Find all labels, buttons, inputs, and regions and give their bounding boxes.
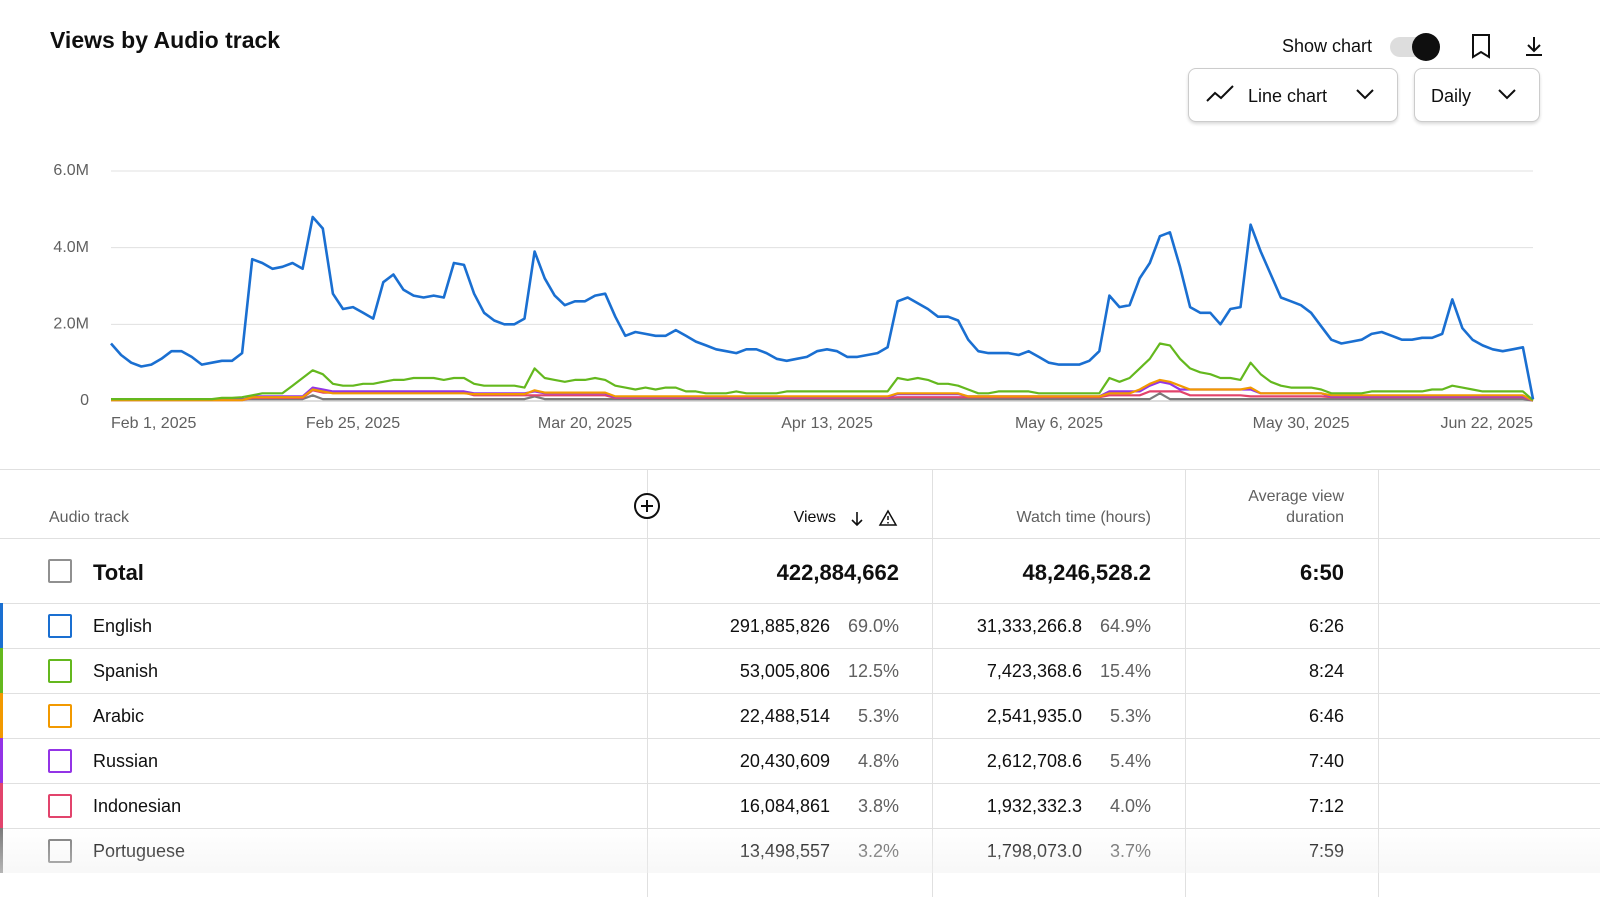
row-color-bar [0,738,3,783]
row-divider [0,538,1600,539]
row-divider [0,738,1600,739]
row-color-bar [0,693,3,738]
interval-label: Daily [1431,86,1472,106]
row-checkbox[interactable] [48,794,72,818]
series-line [111,392,1534,402]
metric-cell: 20,430,609 [739,751,830,771]
metric-cell: 6:26 [1308,616,1344,636]
chart-type-label: Line chart [1248,86,1328,106]
chart-type-dropdown[interactable]: Line chart [1188,68,1398,122]
bookmark-icon[interactable] [1468,33,1494,59]
column-header: Audio track [49,509,130,526]
column-header: Watch time (hours) [1016,509,1151,526]
total-cell: 48,246,528.2 [1022,560,1151,585]
fade-overlay [0,828,1600,873]
share-cell: 3.8% [857,796,899,816]
column-header: Views [793,509,836,526]
metric-cell: 16,084,861 [739,796,830,816]
toggle-knob [1412,33,1440,61]
metric-cell: 7:12 [1308,796,1344,816]
column-divider [647,470,648,897]
metric-cell: 2,612,708.6 [986,751,1082,771]
series-line [111,342,1534,402]
metric-cell: 1,932,332.3 [986,796,1082,816]
add-metric-button [633,492,661,525]
column-divider [1378,470,1379,897]
total-cell: 6:50 [1299,560,1344,585]
share-cell: 4.8% [857,751,899,771]
track-name: Indonesian [93,796,182,816]
share-cell: 5.3% [857,706,899,726]
show-chart-label: Show chart [1282,36,1373,56]
share-cell: 64.9% [1099,616,1151,636]
x-tick-label: May 6, 2025 [1015,415,1103,432]
row-color-bar [0,783,3,828]
sort-icon [848,510,866,533]
x-tick-label: Feb 1, 2025 [111,415,197,432]
row-divider [0,783,1600,784]
track-name: Spanish [93,661,159,681]
row-divider [0,648,1600,649]
total-cell: 422,884,662 [776,560,899,585]
x-tick-label: Mar 20, 2025 [538,415,632,432]
track-name: Russian [93,751,159,771]
row-checkbox[interactable] [48,659,72,683]
row-checkbox[interactable] [48,704,72,728]
share-cell: 15.4% [1099,661,1151,681]
chevron [1356,89,1374,100]
metric-cell: 291,885,826 [729,616,830,636]
data-table: Audio track Views Watch time (hours) Averag… [0,469,1600,897]
column-header: Average view duration [1248,488,1344,526]
row-checkbox[interactable] [48,749,72,773]
row-color-bar [0,648,3,693]
interval-dropdown[interactable]: Daily [1414,68,1540,122]
metric-cell: 2,541,935.0 [986,706,1082,726]
share-cell: 5.4% [1109,751,1151,771]
track-name: Arabic [93,706,145,726]
track-name: English [93,616,153,636]
share-cell: 69.0% [847,616,899,636]
metric-cell: 7,423,368.6 [986,661,1082,681]
metric-cell: 8:24 [1308,661,1344,681]
metric-cell: 53,005,806 [739,661,830,681]
row-checkbox[interactable] [48,614,72,638]
row-divider [0,603,1600,604]
x-tick-label: Feb 25, 2025 [306,415,400,432]
metric-cell: 6:46 [1308,706,1344,726]
x-tick-label: May 30, 2025 [1253,415,1350,432]
column-divider [1185,470,1186,897]
show-chart-toggle[interactable] [1390,33,1440,61]
y-tick-label: 2.0M [53,316,89,333]
share-cell: 5.3% [1109,706,1151,726]
share-cell: 12.5% [847,661,899,681]
card-title: Views by Audio track [50,27,281,53]
metric-cell: 22,488,514 [739,706,830,726]
series-line [110,215,1535,400]
metric-cell: 31,333,266.8 [976,616,1082,636]
chevron [1498,89,1516,100]
series-line [111,378,1534,402]
row-color-bar [0,603,3,648]
y-tick-label: 4.0M [53,239,89,256]
line-chart: 0 2.0M 4.0M 6.0M Feb 1, 2025 Feb 25, 2025 Mar … [53,162,1535,432]
y-tick-label: 0 [80,392,89,409]
total-label: Total [93,560,144,585]
download-icon[interactable] [1522,34,1546,58]
share-cell: 4.0% [1109,796,1151,816]
line-chart-icon [1206,85,1234,102]
x-tick-label: Jun 22, 2025 [1440,415,1533,432]
total-checkbox[interactable] [48,559,72,583]
column-divider [932,470,933,897]
warning-icon [878,509,898,532]
row-divider [0,693,1600,694]
metric-cell: 7:40 [1308,751,1344,771]
y-tick-label: 6.0M [53,162,89,179]
x-tick-label: Apr 13, 2025 [781,415,873,432]
